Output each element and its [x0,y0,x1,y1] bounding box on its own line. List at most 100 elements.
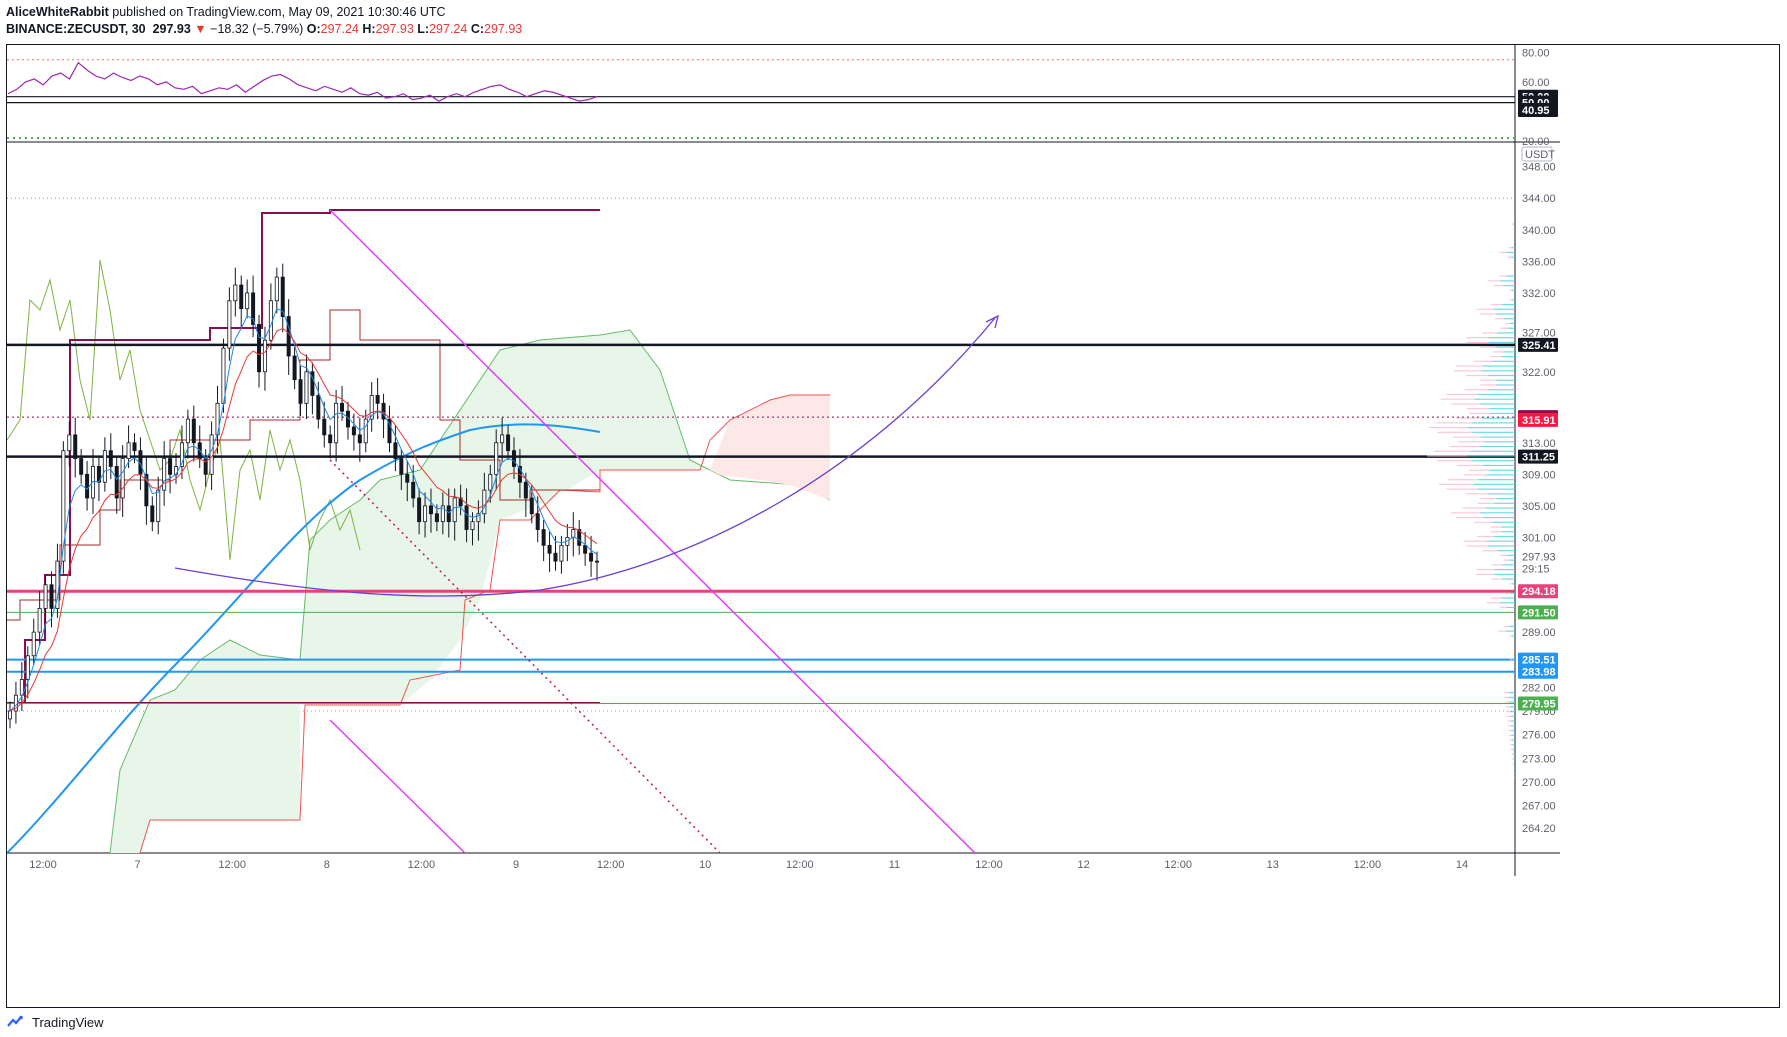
candle-body [292,355,297,381]
candle-body [168,458,173,475]
candle [500,417,505,462]
volume-profile-bar [1482,365,1515,367]
volume-profile-bar [1479,498,1496,500]
author-name[interactable]: AliceWhiteRabbit [6,5,109,19]
volume-profile-bar [1501,356,1515,358]
volume-profile-bar [1509,625,1515,627]
candle [245,279,250,319]
parallel-trendline [329,719,466,853]
volume-profile-bar [1465,545,1488,547]
candle-body [393,442,398,459]
candle [541,520,546,562]
volume-profile-bar [1508,247,1512,249]
rsi-panel[interactable] [7,59,1515,140]
candle [440,492,445,535]
candle-body [114,466,119,499]
candle-body [298,379,303,404]
volume-profile-bar [1446,488,1478,490]
volume-profile-bar [1510,256,1515,258]
volume-profile-bar [1512,739,1515,741]
footer-brand-bar: TradingView [6,1011,104,1033]
open-value: 297.24 [320,22,359,36]
price-tick-label: 336.00 [1522,256,1556,268]
price-tick-label: 340.00 [1522,225,1556,237]
volume-profile-bar [1495,313,1515,315]
time-tick-label: 9 [513,859,519,871]
candle [506,425,511,461]
candle-body [262,339,267,373]
volume-profile-bar [1490,356,1502,358]
candle [523,472,528,517]
volume-profile-bar [1496,332,1515,334]
volume-profile-bar [1481,332,1497,334]
footer-brand-text[interactable]: TradingView [32,1014,104,1030]
candle [185,409,190,459]
moving-average-200-line [7,423,601,853]
candle [102,437,107,492]
candle-body [500,434,505,444]
candle [559,535,564,574]
candle [340,385,345,421]
volume-profile-bar [1508,729,1512,732]
candle [227,287,232,361]
candle-body [595,560,600,563]
candle-body [61,450,66,562]
candle [351,413,356,451]
volume-profile-bar [1482,417,1515,419]
candle-body [233,284,238,302]
rsi-level-tag-label: 40.95 [1522,105,1550,117]
price-panel[interactable] [7,197,1515,853]
volume-profile-bar [1511,734,1515,736]
volume-profile-bar [1495,384,1515,386]
candle [334,389,339,462]
volume-profile-bar [1467,427,1515,429]
price-axis[interactable]: 80.0060.0020.0050.0050.0040.95348.00344.… [1518,47,1558,835]
last-price: 297.93 [152,22,191,36]
volume-profile-bar [1502,351,1515,353]
dotted-trendline [329,459,721,853]
candle-body [589,552,594,562]
volume-profile-bar [1512,658,1515,661]
volume-profile-bar [1513,753,1515,755]
volume-profile-bar [1513,223,1515,225]
volume-profile-bar [1511,289,1515,291]
candle-body [506,434,511,452]
volume-profile-bar [1477,569,1495,571]
volume-profile-bar [1505,592,1510,594]
volume-profile-bar [1506,327,1515,329]
candle [423,492,428,538]
candle [150,496,155,532]
volume-profile-bar [1466,408,1489,410]
candle [233,267,238,317]
candle-body [494,442,499,475]
time-axis[interactable]: 12:00 7 12:00 8 12:00 9 12:00 10 12:00 11 12:00 12 1… [29,859,1468,871]
ema-slow-line [9,327,598,712]
volume-profile-bar [1508,635,1512,637]
volume-profile-bar [1490,303,1502,306]
low-label: L: [417,22,430,36]
time-tick-label: 12:00 [408,859,436,871]
candle-body [280,276,285,317]
volume-profile-bar [1466,341,1489,343]
candle-body [245,292,250,310]
volume-profile-bar [1493,351,1503,353]
candle-body [547,544,552,554]
candle-body [179,442,184,467]
candle-body [274,276,279,302]
volume-profile-bar [1508,559,1515,561]
volume-profile-bar [1487,280,1501,282]
price-level-tag-label: 291.50 [1522,607,1556,619]
price-tick-label: 270.00 [1522,777,1556,789]
volume-profile-bar [1512,763,1514,765]
rsi-tick-label: 80.00 [1522,47,1550,59]
candle-body [363,418,368,444]
volume-profile-bar [1494,318,1504,320]
price-level-tag-label: 294.18 [1522,586,1556,598]
time-tick-label: 12:00 [975,859,1003,871]
candle [292,346,297,390]
candle-body [126,442,131,459]
time-tick-label: 8 [324,859,330,871]
symbol-label[interactable]: BINANCE:ZECUSDT, 30 [6,22,146,36]
candle-body [553,552,558,562]
